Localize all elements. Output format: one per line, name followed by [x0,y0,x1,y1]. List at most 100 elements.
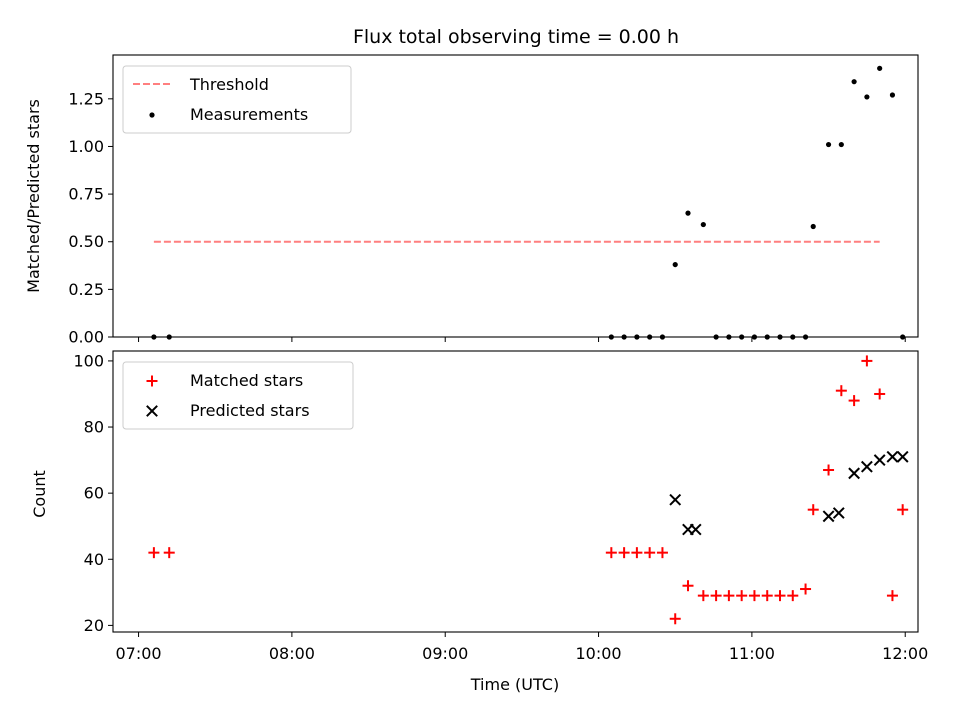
bottom-y-tick-label: 80 [84,418,104,437]
predicted-star-stroke-b [689,523,702,536]
measurement-point [672,261,678,268]
bottom-panel: Count Time (UTC) 20 40 60 80 100 07:00 08:00 09… [30,350,928,694]
measurement-point [659,334,666,340]
measurement-point [739,334,745,340]
x-tick-label: 07:00 [116,644,162,663]
measurement-point [864,94,870,100]
matched-star-point [656,547,668,559]
measurement-point [802,334,809,340]
top-y-tick-label: 1.00 [68,137,104,156]
chart-title: Flux total observing time = 0.00 h [353,26,679,48]
top-y-tick-label: 0.75 [68,185,104,204]
predicted-star-stroke-b [873,454,886,467]
matched-star-point [897,504,909,516]
measurement-point [608,334,614,340]
matched-star-point [723,590,735,602]
matched-star-point [644,547,656,559]
measurement-point [838,141,844,148]
x-tick-label: 10:00 [576,644,622,663]
legend-predicted-swatch-b [146,405,158,417]
measurement-point [700,221,706,228]
matched-star-point [148,547,160,559]
measurement-point [151,334,157,340]
matched-star-point [736,590,748,602]
measurement-point [825,141,832,148]
measurement-point [685,210,691,216]
measurement-point [810,223,816,230]
x-tick-label: 08:00 [269,644,315,663]
matched-star-point [861,355,873,367]
matched-star-point [848,395,860,407]
matched-star-point [787,590,799,602]
x-tick-label: 12:00 [882,644,928,663]
predicted-star-point [848,467,861,480]
bottom-y-axis-label: Count [30,470,49,518]
measurement-point [877,65,883,71]
top-legend-box [122,65,352,134]
legend-measurements-swatch [149,112,155,118]
bottom-y-tick-label: 60 [84,484,104,503]
matched-star-point [697,590,709,602]
matched-star-point [823,464,835,476]
x-tick-label: 11:00 [729,644,775,663]
predicted-star-point [832,507,845,519]
legend-measurements-label: Measurements [190,105,308,124]
measurement-point [790,334,796,340]
matched-star-point [761,590,773,602]
bottom-y-tick-label: 20 [84,616,104,635]
predicted-star-stroke-b [848,467,861,480]
matched-star-point [669,613,681,625]
matched-star-point [682,580,694,592]
measurement-point [751,334,758,340]
predicted-star-point [689,523,702,536]
legend-threshold-label: Threshold [189,75,269,94]
matched-star-point [835,385,847,397]
predicted-star-stroke-b [896,450,909,463]
x-axis-label: Time (UTC) [470,675,559,694]
predicted-star-stroke-b [822,510,835,523]
legend-predicted-label: Predicted stars [190,401,310,420]
measurement-point [777,334,783,340]
predicted-star-point [873,454,886,467]
matched-star-point [618,547,630,559]
matched-star-point [631,547,643,559]
top-y-tick-label: 0.50 [68,232,104,251]
bottom-legend-box [122,361,354,430]
predicted-star-stroke-b [669,493,682,506]
bottom-legend: Matched stars Predicted stars [122,361,354,430]
predicted-star-stroke-b [832,507,845,519]
legend-matched-label: Matched stars [190,371,303,390]
matched-star-point [748,590,760,602]
measurement-point [764,334,770,340]
top-legend: Threshold Measurements [122,65,352,134]
predicted-star-point [822,510,835,523]
top-y-axis-label: Matched/Predicted stars [24,99,43,293]
measurement-point [166,334,172,340]
bottom-y-tick-label: 40 [84,550,104,569]
matched-star-point [800,583,812,595]
matched-star-point [605,547,617,559]
bottom-y-tick-label: 100 [73,351,104,370]
matched-star-point [807,504,819,516]
matched-star-point [163,547,175,559]
predicted-star-point [860,460,873,473]
matched-star-point [774,590,786,602]
measurement-point [634,334,640,340]
measurement-point [621,334,627,340]
matched-star-point [886,590,898,602]
top-y-tick-label: 0.25 [68,280,104,299]
measurement-point [713,334,719,340]
x-tick-label: 09:00 [422,644,468,663]
predicted-star-stroke-b [860,460,873,473]
predicted-star-stroke-b [886,450,899,463]
measurement-point [889,92,896,98]
measurement-point [726,334,732,340]
measurement-point [851,79,857,85]
top-plot-frame [112,54,919,338]
top-panel: Matched/Predicted stars 0.00 0.25 0.50 0.75… [24,54,919,347]
predicted-star-point [886,450,899,463]
matched-star-point [874,388,886,400]
measurement-point [900,334,906,340]
